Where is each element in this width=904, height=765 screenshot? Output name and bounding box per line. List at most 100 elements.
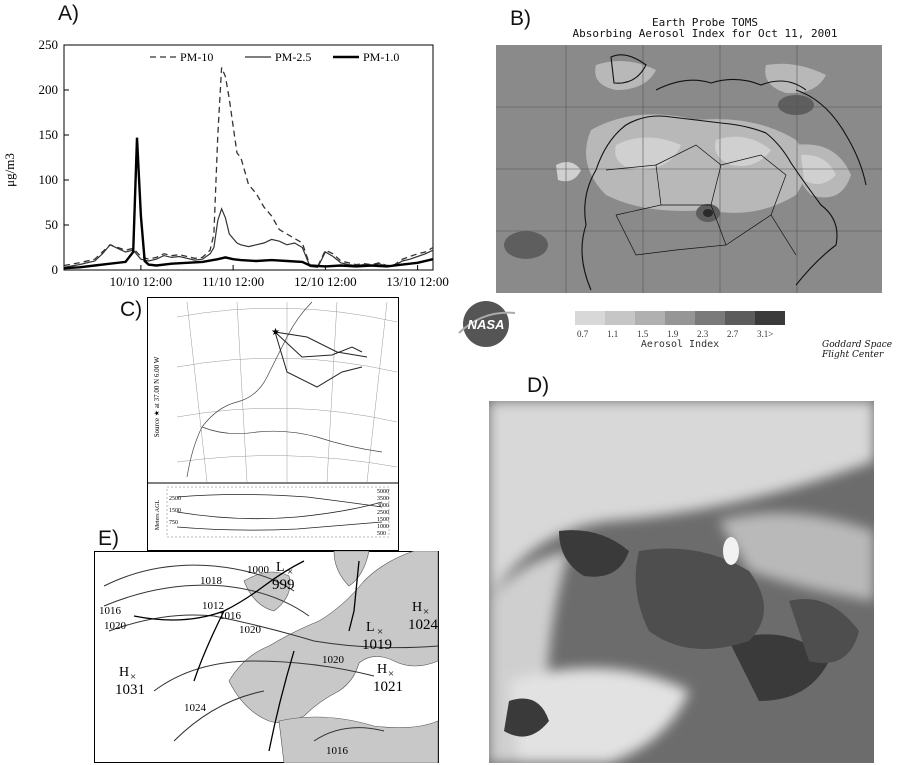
isobar-label: 1016 [219, 610, 242, 622]
gsfc-credit-line2: Flight Center [822, 350, 884, 360]
height-tick-right: 2500 [377, 510, 389, 516]
height-tick-right: 1500 [377, 517, 389, 523]
pressure-value: 999 [272, 577, 295, 593]
panel-d-label: D) [527, 374, 550, 397]
height-tick-left: 2500 [169, 496, 181, 502]
colorbar-label: Aerosol Index [641, 339, 719, 350]
height-tick-right: 1000 [377, 524, 389, 530]
pressure-marker: × [377, 626, 383, 638]
height-tick-right: 3500 [377, 496, 389, 502]
height-profiles [176, 494, 383, 531]
legend-label: PM-10 [180, 50, 213, 64]
chart-legend: PM-10 PM-2.5 PM-1.0 [150, 50, 399, 64]
pressure-value: 1024 [408, 617, 439, 633]
series-line-pm-10 [63, 67, 434, 268]
colorbar-ticks: 0.7 1.1 1.5 1.9 2.3 2.7 3.1> [577, 329, 773, 339]
y-tick-label: 250 [39, 37, 59, 52]
colorbar-tick-label: 1.5 [637, 329, 649, 339]
gsfc-credit-line1: Goddard Space [822, 340, 893, 350]
alps-snow [723, 537, 739, 565]
fronts [133, 560, 360, 752]
aerosol-index-map [496, 45, 882, 293]
panel-a-label: A) [58, 2, 79, 25]
x-tick-label: 12/10 12:00 [294, 274, 356, 289]
height-tick-left: 750 [169, 520, 178, 526]
x-axis-ticks: 10/10 12:00 11/10 12:00 12/10 12:00 13/10 1… [110, 265, 449, 289]
isobar-label: 1018 [200, 575, 223, 587]
y-tick-label: 200 [39, 82, 59, 97]
x-tick-label: 13/10 12:00 [386, 274, 448, 289]
pressure-value: 1019 [362, 637, 392, 653]
trajectory-paths [274, 331, 368, 388]
isobar-label: 1016 [99, 605, 122, 617]
isobar-label: 1020 [322, 654, 345, 666]
isobar-label: 1016 [326, 745, 349, 757]
toms-title-line2: Absorbing Aerosol Index for Oct 11, 2001 [572, 27, 838, 40]
colorbar-tick-label: 2.7 [727, 329, 739, 339]
isobar-label: 1020 [239, 624, 262, 636]
pressure-marker: × [423, 606, 429, 618]
height-tick-right: 5000 [377, 489, 389, 495]
map-grid [496, 45, 882, 293]
y-tick-label: 150 [39, 127, 59, 142]
y-tick-label: 100 [39, 172, 59, 187]
gsfc-credit: Goddard Space Flight Center [822, 340, 892, 360]
colorbar-tick-label: 1.1 [607, 329, 618, 339]
colorbar-tick-label: 1.9 [667, 329, 679, 339]
series-line-pm-1.0 [63, 137, 434, 270]
trajectory-source-label: Source ★ at 37.00 N 6.00 W [153, 356, 161, 437]
isobar-label: 1012 [202, 600, 224, 612]
nasa-logo-text: NASA [468, 317, 505, 332]
pressure-symbol: L [366, 620, 375, 635]
nasa-logo: NASA [458, 301, 516, 347]
legend-label: PM-1.0 [363, 50, 399, 64]
colorbar-tick-label: 3.1> [757, 329, 773, 339]
aerosol-patches-pale [556, 136, 836, 184]
colorbar-tick-label: 0.7 [577, 329, 589, 339]
toms-title: Earth Probe TOMS Absorbing Aerosol Index… [560, 17, 850, 39]
pressure-symbol: L [276, 560, 285, 575]
map-borders [605, 144, 797, 256]
y-tick-label: 50 [45, 217, 58, 232]
x-tick-label: 10/10 12:00 [110, 274, 172, 289]
height-ticks-left: 2500 1500 750 [169, 496, 181, 526]
isobar-label: 1024 [184, 702, 207, 714]
series-line-pm-2.5 [63, 207, 434, 268]
panel-c-label: C) [120, 298, 143, 321]
pressure-value: 1021 [373, 679, 403, 695]
toms-title-line1: Earth Probe TOMS [652, 16, 758, 29]
y-tick-label: 0 [52, 262, 59, 277]
aerosol-max-spot [703, 209, 713, 217]
y-axis-ticks: 0 50 100 150 200 250 [39, 37, 69, 277]
colorbar-tick-label: 2.3 [697, 329, 709, 339]
height-tick-right: 3000 [377, 503, 389, 509]
series-group [63, 67, 434, 270]
isobar-label: 1020 [104, 620, 127, 632]
pressure-value: 1031 [115, 682, 145, 698]
pressure-marker: × [388, 668, 394, 680]
cloud-bands [489, 401, 874, 763]
trajectory-source-star: ★ [271, 327, 280, 338]
dark-land-sea [504, 530, 829, 737]
pressure-symbol: H [377, 662, 387, 677]
pressure-symbol: H [412, 600, 422, 615]
height-tick-right: 500 [377, 531, 386, 537]
satellite-image [489, 401, 874, 763]
pressure-marker: × [130, 671, 136, 683]
trajectory-graticule [176, 301, 398, 483]
pressure-marker: × [287, 566, 293, 578]
height-axis-label: Meters AGL [155, 500, 161, 530]
land-masses [635, 548, 859, 663]
x-tick-label: 11/10 12:00 [202, 274, 264, 289]
panel-e-label: E) [98, 527, 119, 550]
height-tick-left: 1500 [169, 508, 181, 514]
plot-frame [63, 44, 434, 271]
legend-label: PM-2.5 [275, 50, 311, 64]
isobar-label: 1000 [247, 564, 270, 576]
panel-b-label: B) [510, 7, 531, 30]
pressure-symbol: H [119, 665, 129, 680]
